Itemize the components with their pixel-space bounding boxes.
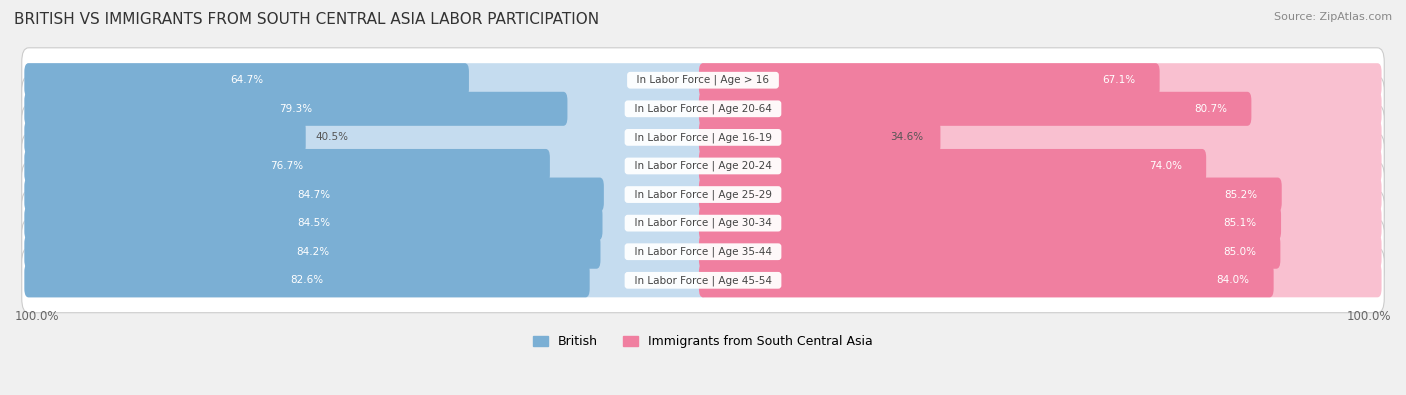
FancyBboxPatch shape	[21, 191, 1385, 256]
Text: In Labor Force | Age 30-34: In Labor Force | Age 30-34	[628, 218, 778, 228]
Text: 64.7%: 64.7%	[231, 75, 263, 85]
Text: 74.0%: 74.0%	[1149, 161, 1182, 171]
FancyBboxPatch shape	[21, 76, 1385, 141]
Text: 85.2%: 85.2%	[1225, 190, 1257, 199]
FancyBboxPatch shape	[699, 235, 1281, 269]
FancyBboxPatch shape	[699, 177, 1282, 212]
FancyBboxPatch shape	[24, 63, 707, 97]
FancyBboxPatch shape	[699, 263, 1382, 297]
FancyBboxPatch shape	[699, 149, 1382, 183]
Text: 100.0%: 100.0%	[1347, 310, 1391, 324]
Text: BRITISH VS IMMIGRANTS FROM SOUTH CENTRAL ASIA LABOR PARTICIPATION: BRITISH VS IMMIGRANTS FROM SOUTH CENTRAL…	[14, 12, 599, 27]
FancyBboxPatch shape	[699, 263, 1274, 297]
Text: In Labor Force | Age 20-24: In Labor Force | Age 20-24	[628, 161, 778, 171]
Text: In Labor Force | Age 35-44: In Labor Force | Age 35-44	[627, 246, 779, 257]
Text: 82.6%: 82.6%	[291, 275, 323, 285]
Text: 40.5%: 40.5%	[315, 132, 349, 142]
FancyBboxPatch shape	[699, 177, 1382, 212]
FancyBboxPatch shape	[24, 149, 707, 183]
FancyBboxPatch shape	[21, 248, 1385, 313]
FancyBboxPatch shape	[24, 120, 707, 154]
FancyBboxPatch shape	[21, 105, 1385, 170]
Text: 84.2%: 84.2%	[295, 247, 329, 257]
FancyBboxPatch shape	[24, 92, 707, 126]
Text: In Labor Force | Age 45-54: In Labor Force | Age 45-54	[627, 275, 779, 286]
FancyBboxPatch shape	[699, 63, 1160, 97]
Text: 85.1%: 85.1%	[1223, 218, 1257, 228]
FancyBboxPatch shape	[24, 263, 589, 297]
FancyBboxPatch shape	[24, 177, 603, 212]
Text: 80.7%: 80.7%	[1194, 104, 1227, 114]
FancyBboxPatch shape	[21, 48, 1385, 113]
FancyBboxPatch shape	[24, 177, 707, 212]
FancyBboxPatch shape	[24, 235, 600, 269]
FancyBboxPatch shape	[699, 63, 1382, 97]
Text: Source: ZipAtlas.com: Source: ZipAtlas.com	[1274, 12, 1392, 22]
Text: In Labor Force | Age 25-29: In Labor Force | Age 25-29	[627, 189, 779, 200]
FancyBboxPatch shape	[699, 92, 1251, 126]
Text: In Labor Force | Age > 16: In Labor Force | Age > 16	[630, 75, 776, 85]
Text: 84.7%: 84.7%	[298, 190, 330, 199]
Text: 34.6%: 34.6%	[890, 132, 922, 142]
Legend: British, Immigrants from South Central Asia: British, Immigrants from South Central A…	[530, 331, 876, 352]
FancyBboxPatch shape	[699, 92, 1382, 126]
FancyBboxPatch shape	[24, 263, 707, 297]
Text: 84.5%: 84.5%	[297, 218, 330, 228]
FancyBboxPatch shape	[24, 92, 568, 126]
FancyBboxPatch shape	[21, 162, 1385, 227]
FancyBboxPatch shape	[24, 235, 707, 269]
FancyBboxPatch shape	[699, 206, 1281, 240]
FancyBboxPatch shape	[24, 206, 603, 240]
Text: 67.1%: 67.1%	[1102, 75, 1136, 85]
FancyBboxPatch shape	[21, 134, 1385, 198]
Text: 100.0%: 100.0%	[15, 310, 59, 324]
Text: 76.7%: 76.7%	[270, 161, 304, 171]
FancyBboxPatch shape	[24, 63, 470, 97]
Text: In Labor Force | Age 16-19: In Labor Force | Age 16-19	[627, 132, 779, 143]
FancyBboxPatch shape	[24, 206, 707, 240]
FancyBboxPatch shape	[699, 149, 1206, 183]
FancyBboxPatch shape	[24, 120, 305, 154]
Text: 79.3%: 79.3%	[280, 104, 312, 114]
Text: In Labor Force | Age 20-64: In Labor Force | Age 20-64	[628, 103, 778, 114]
FancyBboxPatch shape	[699, 120, 1382, 154]
FancyBboxPatch shape	[699, 235, 1382, 269]
FancyBboxPatch shape	[24, 149, 550, 183]
Text: 85.0%: 85.0%	[1223, 247, 1256, 257]
FancyBboxPatch shape	[21, 219, 1385, 284]
Text: 84.0%: 84.0%	[1216, 275, 1250, 285]
FancyBboxPatch shape	[699, 206, 1382, 240]
FancyBboxPatch shape	[699, 120, 941, 154]
